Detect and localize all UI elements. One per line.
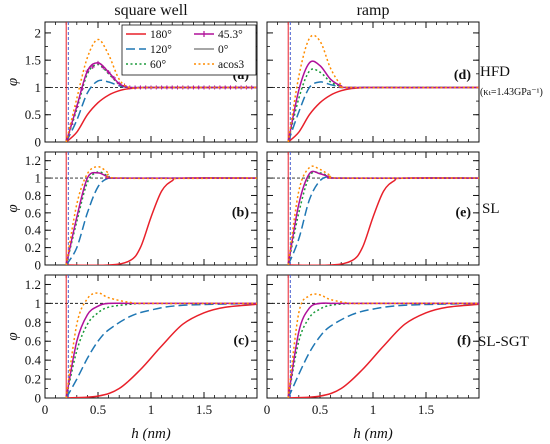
legend-label: 120° xyxy=(150,44,172,56)
plot-area xyxy=(267,275,479,398)
x-axis-label-left: h (nm) xyxy=(131,426,171,442)
x-axis-label-right: h (nm) xyxy=(353,426,393,442)
y-tick-label: 1.2 xyxy=(25,153,41,168)
series-line xyxy=(65,86,257,142)
panel-label-d: (d) xyxy=(454,68,471,83)
series-line xyxy=(287,86,479,142)
y-tick-label: 0 xyxy=(35,258,42,273)
series-line xyxy=(287,68,479,142)
row-label-hfd: HFD xyxy=(480,64,510,80)
legend-label: acos3 xyxy=(218,59,244,71)
panel-frame xyxy=(266,151,480,266)
y-tick-label: 1 xyxy=(35,171,42,186)
y-tick-label: 0.2 xyxy=(25,240,41,255)
series-line xyxy=(65,171,257,265)
panel-label-b: (b) xyxy=(232,206,249,221)
y-tick-label: 0.6 xyxy=(25,334,42,349)
panel-label-f: (f) xyxy=(457,334,471,349)
series-line xyxy=(287,165,479,265)
row-label-sl-sgt: SL-SGT xyxy=(478,334,529,350)
y-tick-label: 1.2 xyxy=(25,277,41,292)
series-line xyxy=(65,302,257,398)
series-line xyxy=(65,166,257,265)
plot-area xyxy=(45,275,257,398)
plot-grid: 00.511.52φ (a)00.20.40.60.811.2φ (b)00.20.… xyxy=(5,21,480,417)
series-line xyxy=(65,63,257,142)
y-tick-label: 0.8 xyxy=(25,315,41,330)
y-tick-label: 0.6 xyxy=(25,205,42,220)
panel-e: (e) xyxy=(266,151,480,266)
y-tick-label: 0.4 xyxy=(25,223,42,238)
plot-area xyxy=(45,22,257,142)
row-label-sl: SL xyxy=(482,201,500,217)
series-line xyxy=(287,302,479,398)
legend-label: 180° xyxy=(150,29,172,41)
series-line xyxy=(66,177,257,265)
y-tick-label: 0.5 xyxy=(25,107,41,122)
panel-frame xyxy=(266,274,480,399)
series-line xyxy=(287,60,479,142)
panel-frame xyxy=(266,21,480,143)
y-tick-label: 2 xyxy=(35,25,42,40)
x-tick-label: 0 xyxy=(264,402,271,417)
series-line xyxy=(66,303,257,398)
y-tick-label: 1 xyxy=(35,296,42,311)
series-line xyxy=(287,34,479,142)
series-line xyxy=(288,177,479,265)
series-line xyxy=(287,81,479,142)
y-tick-label: 1 xyxy=(35,80,42,95)
y-axis-label: φ xyxy=(5,332,21,340)
row-sublabel-hfd: (κₜ=1.43GPa⁻¹) xyxy=(480,87,543,98)
panel-b: 0 0.2 0.4 0.6 0.8 1 1.2 φ (b) xyxy=(5,151,258,273)
x-tick-label: 1 xyxy=(370,402,377,417)
y-tick-label: 1.5 xyxy=(25,53,41,68)
x-tick-label: 1.5 xyxy=(196,402,212,417)
y-tick-label: 0.8 xyxy=(25,188,41,203)
series-line xyxy=(288,303,479,398)
column-header-ramp: ramp xyxy=(357,2,390,19)
series-line xyxy=(65,171,257,265)
x-tick-label: 1 xyxy=(148,402,155,417)
plot-area xyxy=(267,22,479,142)
series-line xyxy=(287,302,479,398)
series-line xyxy=(287,293,479,398)
y-tick-label: 0.2 xyxy=(25,372,41,387)
series-line xyxy=(65,302,257,398)
x-tick-label: 0 xyxy=(42,402,49,417)
series-line xyxy=(65,79,257,142)
series-line xyxy=(65,38,257,142)
series-line xyxy=(287,302,479,398)
panel-label-e: (e) xyxy=(455,206,471,221)
legend-label: 0° xyxy=(218,44,229,56)
panel-c: 00.20.40.60.811.20 0.5 1 1.5φ (c) xyxy=(5,274,258,417)
y-tick-label: 0 xyxy=(35,391,42,406)
y-axis-label: φ xyxy=(5,78,21,86)
legend-label: 45.3° xyxy=(218,29,243,41)
panel-a: 00.511.52φ (a) xyxy=(5,21,258,150)
y-tick-label: 0 xyxy=(35,135,42,150)
series-line xyxy=(65,302,257,398)
x-tick-label: 0.5 xyxy=(312,402,328,417)
x-tick-label: 1.5 xyxy=(418,402,434,417)
legend: 180° 45.3° 120° 0° 60° acos3 xyxy=(121,24,257,76)
panel-label-c: (c) xyxy=(233,334,249,349)
y-tick-label: 0.4 xyxy=(25,353,42,368)
y-axis-label: φ xyxy=(5,204,21,212)
panel-f: 0 0.5 1 1.5 (f) xyxy=(264,274,480,417)
column-header-square-well: square well xyxy=(114,2,188,19)
series-line xyxy=(65,292,257,398)
legend-label: 60° xyxy=(150,59,167,71)
x-tick-label: 0.5 xyxy=(90,402,106,417)
panel-d: (d) xyxy=(266,21,480,143)
plot-area xyxy=(45,152,257,265)
series-line xyxy=(287,175,479,265)
plot-area xyxy=(267,152,479,265)
